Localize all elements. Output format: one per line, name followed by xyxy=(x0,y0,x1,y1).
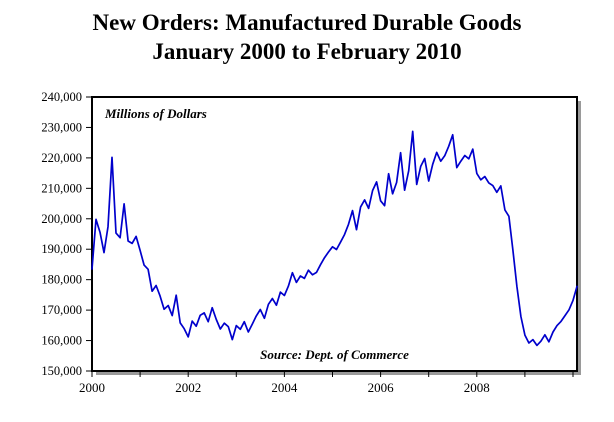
y-tick-label: 200,000 xyxy=(41,212,82,226)
x-tick-label: 2004 xyxy=(271,380,298,395)
chart-title-line1: New Orders: Manufactured Durable Goods xyxy=(92,10,522,35)
y-tick-label: 160,000 xyxy=(41,334,82,348)
y-tick-label: 150,000 xyxy=(41,364,82,378)
plot-area xyxy=(91,96,578,372)
chart-title: New Orders: Manufactured Durable Goods J… xyxy=(0,8,614,67)
x-tick-label: 2008 xyxy=(464,380,490,395)
chart-title-line2: January 2000 to February 2010 xyxy=(152,39,462,65)
y-tick-label: 240,000 xyxy=(41,90,82,104)
axis-ticks xyxy=(86,96,574,377)
x-tick-label: 2000 xyxy=(79,380,105,395)
source-annotation: Source: Dept. of Commerce xyxy=(260,347,409,362)
y-tick-label: 220,000 xyxy=(41,151,82,165)
y-tick-label: 170,000 xyxy=(41,303,82,317)
y-tick-label: 210,000 xyxy=(41,181,82,195)
x-tick-label: 2006 xyxy=(368,380,395,395)
axis-labels: 150,000 160,000 170,000 180,000 190,000 200,0… xyxy=(41,90,489,395)
y-tick-label: 190,000 xyxy=(41,242,82,256)
y-tick-label: 180,000 xyxy=(41,273,82,287)
y-tick-label: 230,000 xyxy=(41,120,82,134)
data-line xyxy=(91,130,578,347)
x-tick-label: 2002 xyxy=(175,380,201,395)
units-annotation: Millions of Dollars xyxy=(105,106,207,121)
